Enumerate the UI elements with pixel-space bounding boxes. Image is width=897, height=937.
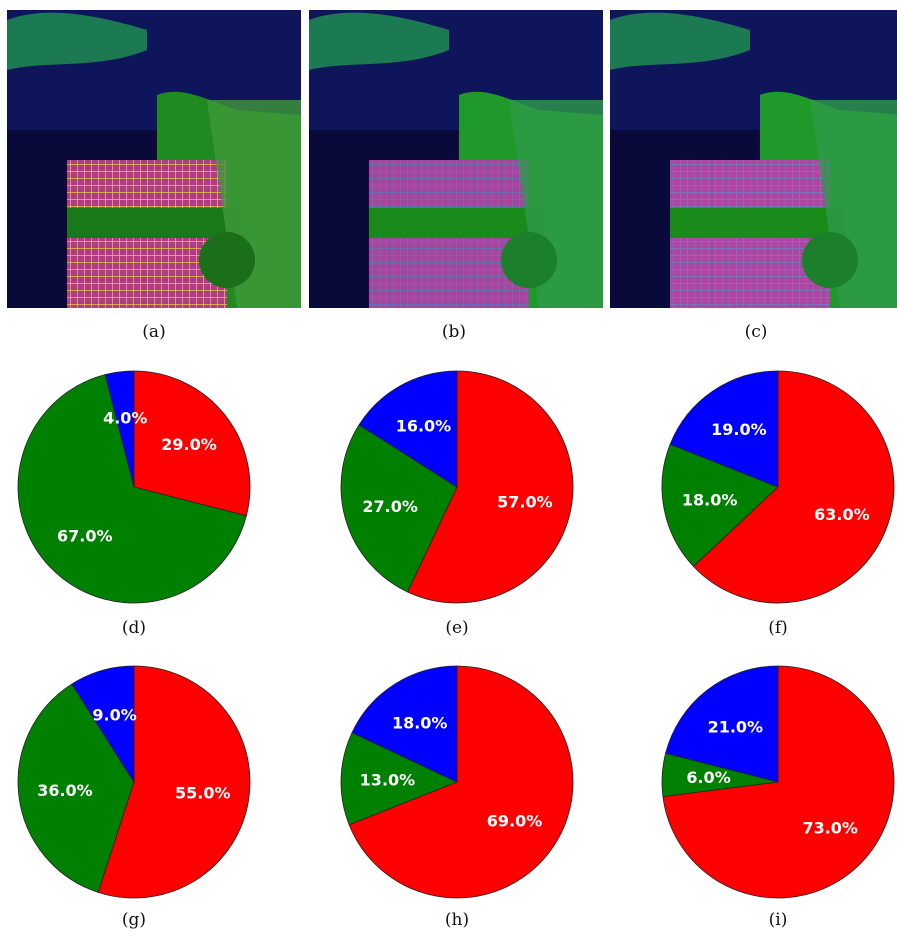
caption-d: (d) — [121, 618, 147, 638]
pie-chart-g: 55.0% 36.0% 9.0% — [17, 665, 251, 899]
caption-i: (i) — [768, 910, 788, 930]
pie-label-red: 57.0% — [497, 493, 553, 512]
pie-chart-h: 69.0% 13.0% 18.0% — [340, 665, 574, 899]
pie-slice-blue — [351, 665, 458, 783]
pie-label-red: 63.0% — [814, 505, 870, 524]
pie-slice-green — [17, 374, 247, 604]
pie-chart-e: 57.0% 27.0% 16.0% — [340, 370, 574, 604]
image-a — [7, 10, 301, 308]
pie-slice-blue — [665, 665, 779, 783]
pie-chart-d: 29.0% 67.0% 4.0% — [17, 370, 251, 604]
pie-slice-red — [662, 665, 895, 899]
pie-chart-i: 73.0% 6.0% 21.0% — [661, 665, 895, 899]
pie-slice-blue — [104, 370, 135, 488]
caption-g: (g) — [121, 910, 147, 930]
pie-label-green: 18.0% — [682, 491, 738, 510]
caption-f: (f) — [768, 618, 788, 638]
pie-slice-green — [661, 443, 779, 567]
map-image — [610, 10, 897, 308]
image-b — [309, 10, 603, 308]
pie-label-red: 55.0% — [175, 783, 231, 802]
pie-slice-red — [407, 370, 574, 604]
pie-label-green: 36.0% — [37, 781, 93, 800]
pie-slice-red — [692, 370, 895, 604]
pie-label-blue: 18.0% — [392, 714, 448, 733]
caption-b: (b) — [441, 322, 467, 342]
pie-slice-blue — [358, 370, 458, 488]
caption-a: (a) — [142, 322, 166, 342]
pie-slice-red — [133, 370, 251, 517]
pie-label-blue: 4.0% — [103, 408, 147, 427]
pie-label-blue: 21.0% — [708, 718, 764, 737]
pie-label-blue: 9.0% — [92, 706, 136, 725]
pie-slice-blue — [71, 665, 135, 784]
pie-label-green: 67.0% — [57, 527, 113, 546]
pie-label-green: 6.0% — [686, 768, 730, 787]
map-image — [309, 10, 603, 308]
pie-slice-green — [17, 683, 135, 893]
caption-c: (c) — [744, 322, 768, 342]
pie-chart-f: 63.0% 18.0% 19.0% — [661, 370, 895, 604]
pie-label-blue: 19.0% — [711, 420, 767, 439]
pie-slice-red — [348, 665, 574, 899]
pie-slice-green — [340, 732, 459, 826]
pie-label-red: 29.0% — [161, 435, 217, 454]
pie-label-blue: 16.0% — [396, 417, 452, 436]
pie-slice-red — [97, 665, 251, 899]
pie-label-green: 27.0% — [362, 497, 418, 516]
image-c — [610, 10, 897, 308]
map-image — [7, 10, 301, 308]
pie-label-red: 69.0% — [487, 812, 543, 831]
caption-e: (e) — [445, 618, 469, 638]
pie-label-red: 73.0% — [802, 819, 858, 838]
pie-label-green: 13.0% — [360, 770, 416, 789]
pie-slice-green — [340, 424, 458, 593]
caption-h: (h) — [444, 910, 470, 930]
pie-slice-blue — [669, 370, 779, 488]
